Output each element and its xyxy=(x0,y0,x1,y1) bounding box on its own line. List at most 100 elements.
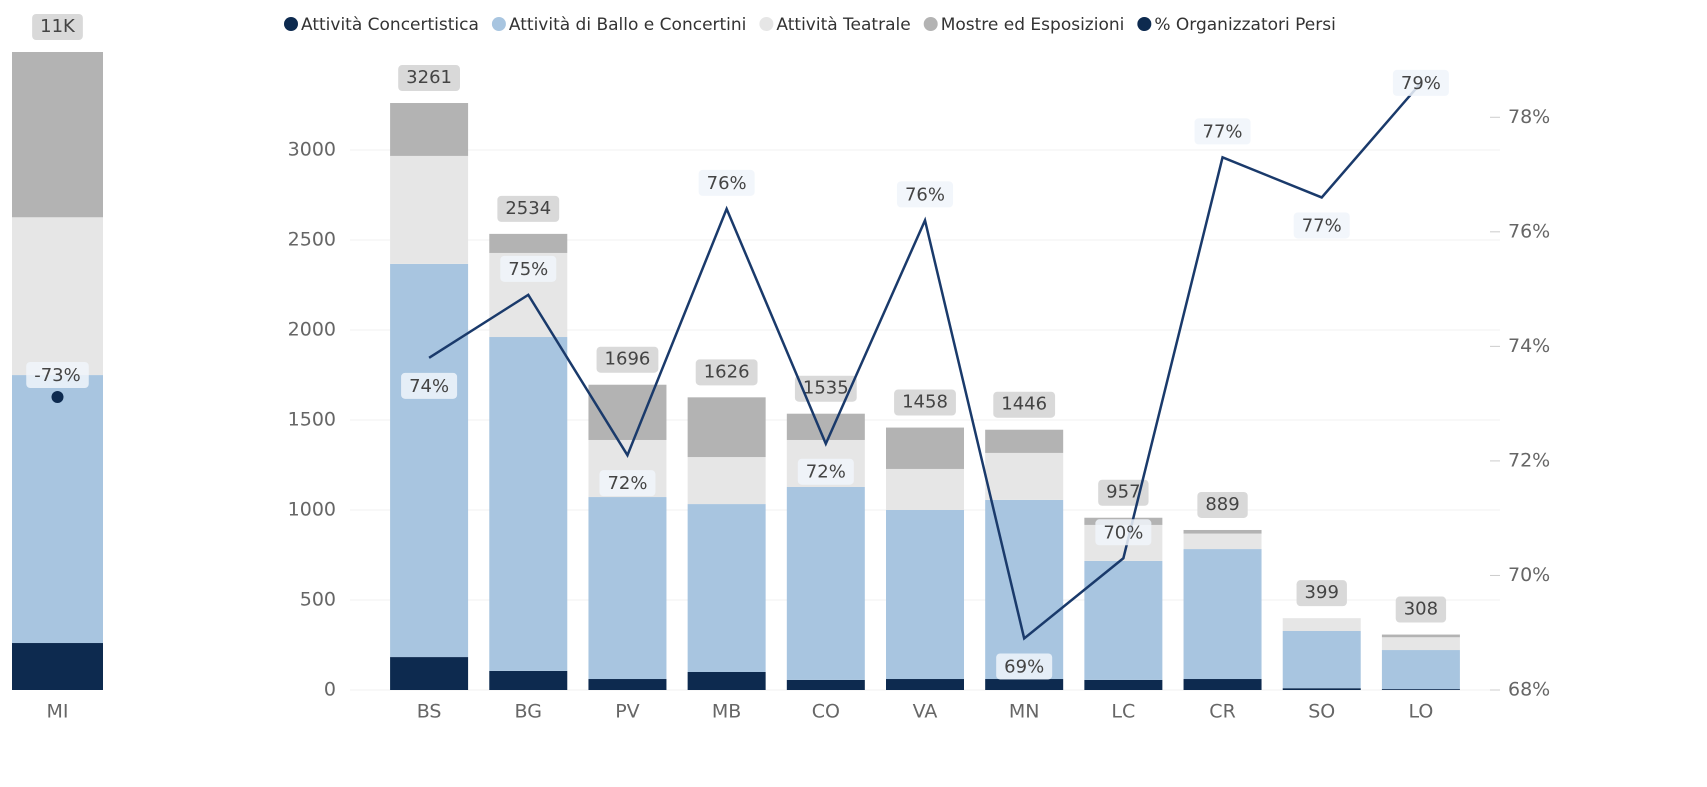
total-label-group: 399 xyxy=(1296,580,1347,607)
legend-label: Attività Concertistica xyxy=(301,15,479,35)
legend-marker xyxy=(759,17,774,31)
total-label-box xyxy=(32,14,83,40)
y2-tick-label: 68% xyxy=(1508,679,1550,701)
line xyxy=(428,82,1422,641)
bar-segment xyxy=(886,468,964,510)
bar-segment xyxy=(1381,689,1460,690)
y-tick-label: 3000 xyxy=(288,139,336,161)
line-value-label: 69% xyxy=(1004,656,1044,677)
bar-segment xyxy=(1282,618,1361,631)
bar-segment xyxy=(12,643,103,690)
y-tick-label: 2500 xyxy=(288,229,336,251)
total-label: 1696 xyxy=(605,349,651,370)
bar-segment xyxy=(786,486,865,680)
bar-segment xyxy=(1282,630,1361,689)
legend-label: % Organizzatori Persi xyxy=(1154,15,1335,35)
total-label-box xyxy=(1098,479,1149,506)
y2-tick-label: 74% xyxy=(1508,335,1550,357)
legend-label: Attività di Ballo e Concertini xyxy=(509,15,747,35)
total-label: 957 xyxy=(1106,482,1140,503)
bar-segment xyxy=(1381,634,1460,638)
total-label: 308 xyxy=(1404,599,1438,620)
line-value-label-group: 74% xyxy=(401,372,458,399)
x-tick-label: BS xyxy=(417,701,442,723)
total-label-box xyxy=(398,65,460,92)
x-tick-label: PV xyxy=(615,701,639,723)
line-value-label-box xyxy=(1194,118,1251,145)
bar-segment xyxy=(12,52,103,218)
line-value-label-group: -73% xyxy=(26,362,89,388)
total-label-box xyxy=(794,375,857,402)
total-label-box xyxy=(993,391,1056,418)
x-tick-label: VA xyxy=(913,701,938,723)
total-label-box xyxy=(894,389,956,416)
y-tick-label: 1500 xyxy=(288,409,336,431)
total-label-box xyxy=(1395,596,1447,623)
bar-segment xyxy=(687,672,766,690)
line-value-label-group: 76% xyxy=(896,181,954,208)
line-value-label: 74% xyxy=(409,376,449,397)
bar-segment xyxy=(1084,679,1163,690)
total-label: 399 xyxy=(1305,582,1339,603)
line-value-label: 76% xyxy=(905,184,945,205)
total-label-box xyxy=(1296,580,1347,607)
bar-segment xyxy=(687,397,766,458)
line-value-label: 70% xyxy=(1103,522,1143,543)
total-label-group: 889 xyxy=(1197,491,1248,518)
bar-segment xyxy=(1381,637,1460,651)
total-label: 2534 xyxy=(505,198,551,219)
y-tick-label: 1000 xyxy=(288,499,336,521)
line-value-label-group: 79% xyxy=(1392,69,1449,96)
bar-segment xyxy=(985,429,1064,453)
total-label-group: 1696 xyxy=(596,346,659,373)
bar-segment xyxy=(489,233,568,253)
bar-segment xyxy=(1381,650,1460,690)
y-tick-label: 500 xyxy=(300,589,336,611)
bar-segment xyxy=(1183,549,1262,680)
bar-segment xyxy=(1183,679,1262,690)
total-label-box xyxy=(497,195,560,222)
legend-marker xyxy=(491,17,506,31)
x-tick-label: MN xyxy=(1009,701,1040,723)
y2-tick-label: 72% xyxy=(1508,449,1550,471)
x-tick-label: SO xyxy=(1308,701,1335,723)
line-value-label-box xyxy=(500,255,557,282)
bar-segment xyxy=(390,155,469,264)
line-value-label-group: 72% xyxy=(599,470,656,497)
line-value-label: 77% xyxy=(1302,215,1342,236)
line-value-label-group: 75% xyxy=(500,255,557,282)
total-label-box xyxy=(596,346,659,373)
bar-segment xyxy=(786,413,865,440)
line-value-label-box xyxy=(599,470,656,497)
total-label: 889 xyxy=(1205,494,1239,515)
bar-segment xyxy=(588,497,667,680)
line-value-label: 79% xyxy=(1401,73,1441,94)
x-tick-label: CO xyxy=(812,701,840,723)
legend-marker xyxy=(923,17,938,31)
x-tick-label: CR xyxy=(1209,701,1235,723)
legend-label: Attività Teatrale xyxy=(776,15,910,35)
line-value-label-box xyxy=(896,181,954,208)
bar-segment xyxy=(687,504,766,672)
line-value-label: -73% xyxy=(34,365,81,386)
bar-segment xyxy=(985,452,1064,500)
bar-segment xyxy=(1183,533,1262,550)
bar-segment xyxy=(1183,529,1262,534)
line-value-label-box xyxy=(797,458,854,485)
total-label: 1535 xyxy=(803,378,849,399)
x-tick-label: LO xyxy=(1408,701,1433,723)
total-label-group: 1535 xyxy=(794,375,857,402)
bar-segment xyxy=(12,375,103,644)
bar-segment xyxy=(390,103,469,156)
line-value-label-box xyxy=(996,653,1053,680)
bar-segment xyxy=(390,263,469,658)
line-value-label: 77% xyxy=(1203,121,1243,142)
total-label-group: 957 xyxy=(1098,479,1149,506)
line-value-label-group: 77% xyxy=(1293,212,1350,239)
legend-marker xyxy=(1137,17,1152,31)
x-tick-label: LC xyxy=(1111,701,1135,723)
y-tick-label: 0 xyxy=(324,679,336,701)
x-tick-label: BG xyxy=(515,701,542,723)
legend-label: Mostre ed Esposizioni xyxy=(941,15,1125,35)
